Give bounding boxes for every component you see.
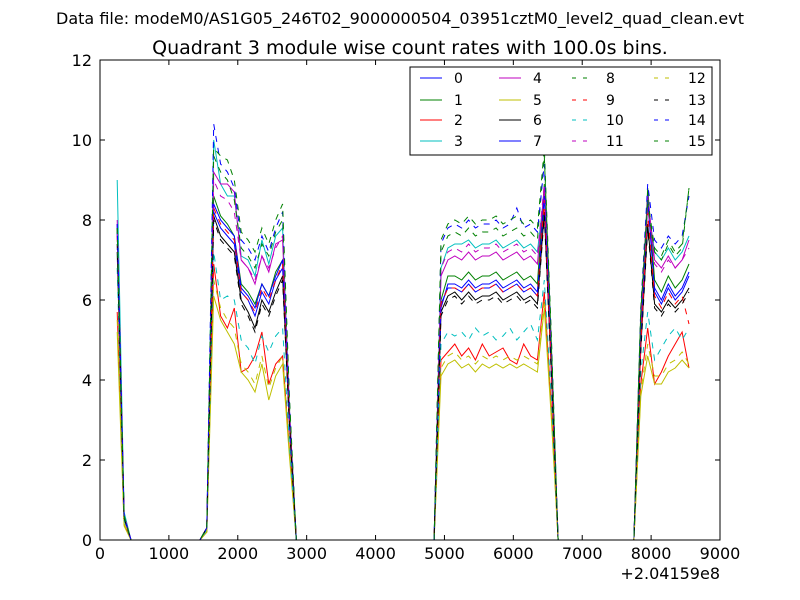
- x-tick-label: 1000: [149, 544, 190, 563]
- legend-label: 9: [606, 93, 615, 109]
- legend-label: 11: [606, 134, 624, 150]
- legend-label: 0: [454, 71, 463, 87]
- legend-box: [409, 66, 713, 156]
- legend-label: 2: [454, 113, 463, 129]
- x-tick-label: 5000: [424, 544, 465, 563]
- legend-label: 3: [454, 134, 463, 150]
- legend-label: 13: [688, 93, 706, 109]
- x-axis: 0 1000 2000 3000 4000 5000 6000 7000 8000 9000: [95, 60, 740, 563]
- x-tick-label: 4000: [355, 544, 396, 563]
- x-tick-label: 9000: [700, 544, 741, 563]
- chart-title: Quadrant 3 module wise count rates with …: [152, 37, 668, 59]
- legend-label: 10: [606, 113, 624, 129]
- x-tick-label: 0: [95, 544, 105, 563]
- x-tick-label: 6000: [493, 544, 534, 563]
- x-tick-label: 3000: [286, 544, 327, 563]
- y-tick-label: 12: [72, 51, 92, 70]
- x-tick-label: 8000: [631, 544, 672, 563]
- y-tick-label: 4: [82, 371, 92, 390]
- series-line-15: [116, 146, 690, 541]
- x-tick-label: 2000: [217, 544, 258, 563]
- x-tick-label: 7000: [562, 544, 603, 563]
- legend-label: 15: [688, 134, 706, 150]
- legend-label: 5: [533, 93, 542, 109]
- legend-label: 4: [533, 71, 542, 87]
- legend-label: 14: [688, 113, 706, 129]
- y-tick-label: 0: [82, 531, 92, 550]
- legend-label: 6: [533, 113, 542, 129]
- legend-label: 1: [454, 93, 463, 109]
- x-offset-label: +2.04159e8: [620, 564, 720, 583]
- y-tick-label: 2: [82, 451, 92, 470]
- legend-label: 7: [533, 134, 542, 150]
- legend-label: 8: [606, 71, 615, 87]
- series-line-11: [116, 179, 690, 541]
- y-tick-label: 10: [72, 131, 92, 150]
- y-tick-label: 6: [82, 291, 92, 310]
- y-tick-label: 8: [82, 211, 92, 230]
- chart-supertitle: Data file: modeM0/AS1G05_246T02_90000005…: [56, 9, 744, 29]
- legend-label: 12: [688, 71, 706, 87]
- series-line-9: [116, 199, 690, 541]
- series-line-14: [116, 123, 690, 541]
